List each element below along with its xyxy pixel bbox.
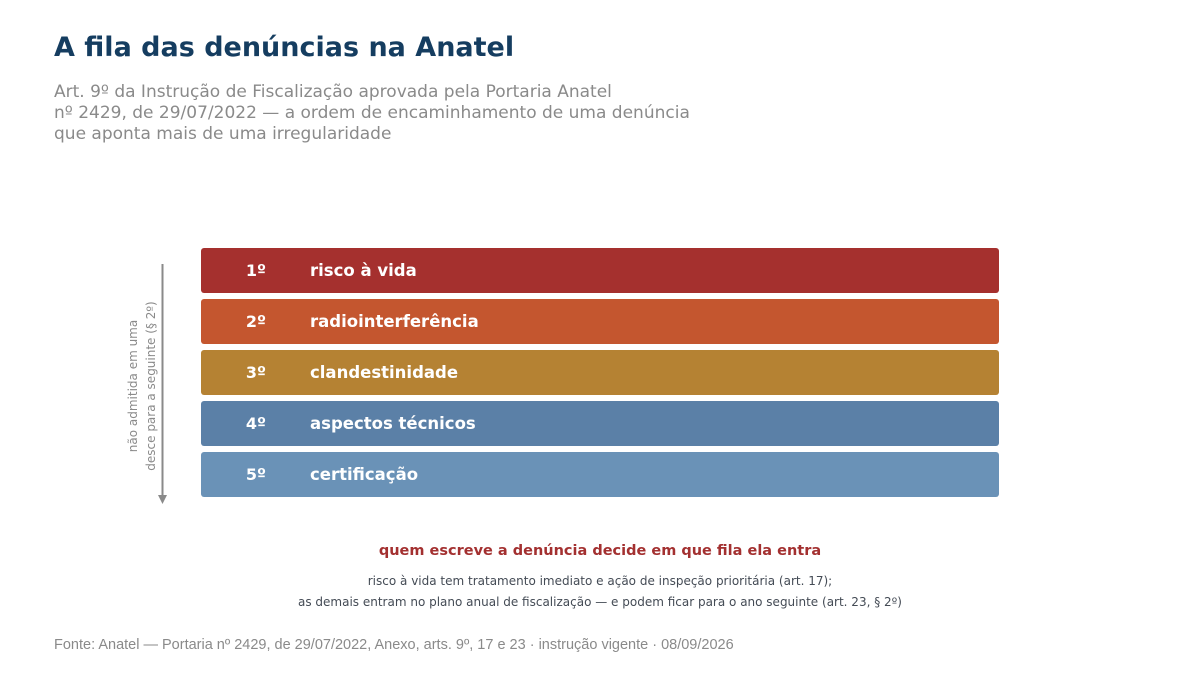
queue-item-rank: 4º (245, 414, 267, 433)
queue-item-clandestinidade: 3º clandestinidade (201, 350, 999, 395)
queue-item-label: clandestinidade (310, 363, 459, 382)
queue-item-label: aspectos técnicos (310, 414, 476, 433)
page-title: A fila das denúncias na Anatel (54, 32, 515, 63)
subtitle-line: nº 2429, de 29/07/2022 — a ordem de enca… (54, 102, 690, 123)
queue-item-radiointerferencia: 2º radiointerferência (201, 299, 999, 344)
queue-item-aspectos-tecnicos: 4º aspectos técnicos (201, 401, 999, 446)
subtitle-line: que aponta mais de uma irregularidade (54, 123, 392, 144)
queue-item-rank: 5º (245, 465, 267, 484)
arrow-down-icon (158, 264, 167, 504)
footnote-line: risco à vida tem tratamento imediato e a… (367, 574, 833, 588)
queue-item-label: certificação (310, 465, 419, 484)
queue-item-label: risco à vida (310, 261, 417, 280)
queue-item-rank: 2º (245, 312, 267, 331)
queue-item-rank: 3º (245, 363, 267, 382)
source-credit: Fonte: Anatel — Portaria nº 2429, de 29/… (54, 637, 734, 653)
queue-item-rank: 1º (245, 261, 267, 280)
queue-item-risco-a-vida: 1º risco à vida (201, 248, 999, 293)
side-note-line: não admitida em uma (126, 319, 140, 453)
queue-item-label: radiointerferência (310, 312, 479, 331)
footnote-line: as demais entram no plano anual de fisca… (297, 595, 902, 609)
side-note-line: desce para a seguinte (§ 2º) (144, 301, 158, 471)
queue-item-certificacao: 5º certificação (201, 452, 999, 497)
key-message: quem escreve a denúncia decide em que fi… (378, 543, 822, 559)
subtitle-line: Art. 9º da Instrução de Fiscalização apr… (54, 82, 612, 102)
subtitle: Art. 9º da Instrução de Fiscalização apr… (54, 82, 774, 144)
